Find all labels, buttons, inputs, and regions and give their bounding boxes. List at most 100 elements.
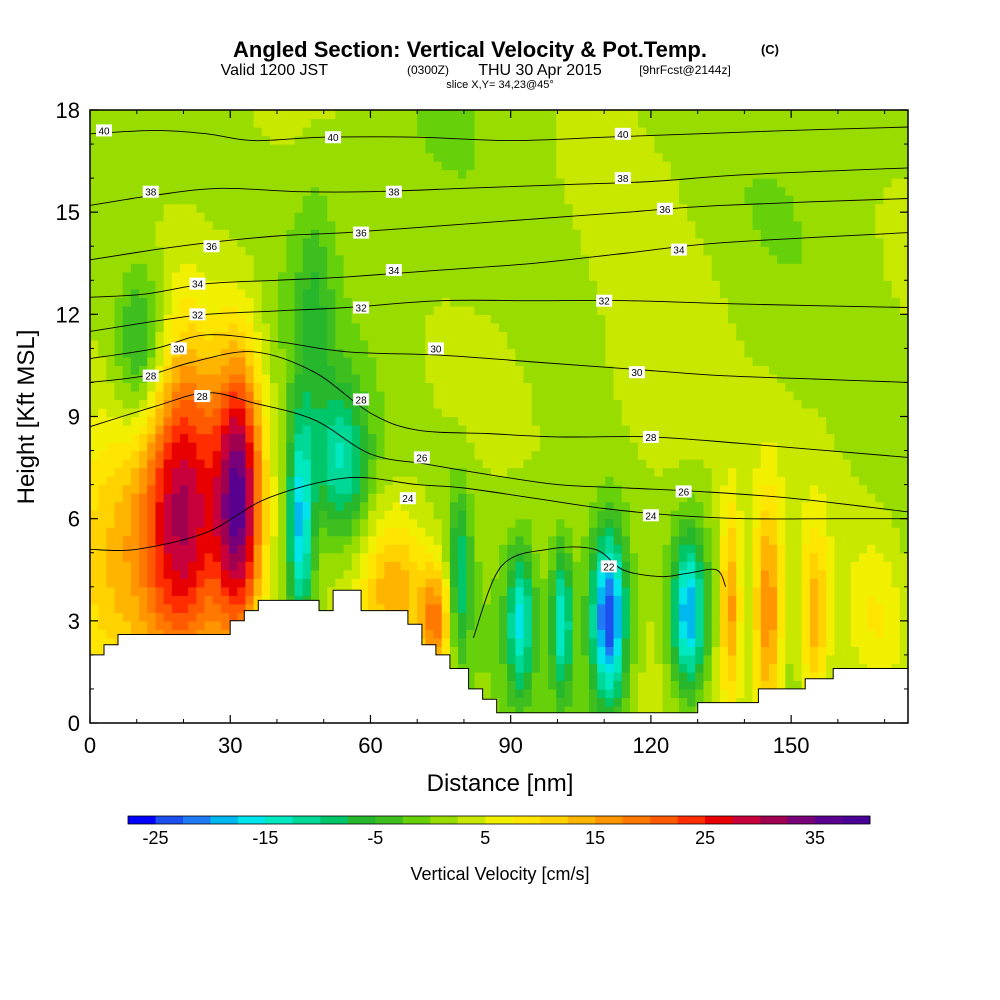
velocity-cell [899, 663, 908, 673]
velocity-cell [269, 390, 279, 401]
velocity-cell [171, 382, 181, 392]
velocity-cell [842, 416, 852, 426]
velocity-cell [711, 620, 721, 630]
velocity-cell [744, 688, 754, 699]
velocity-cell [548, 646, 557, 656]
velocity-cell [417, 535, 426, 545]
velocity-cell [809, 637, 819, 647]
velocity-cell [556, 373, 566, 384]
velocity-cell [400, 518, 410, 528]
velocity-cell [711, 527, 721, 537]
velocity-cell [261, 595, 271, 605]
velocity-cell [327, 484, 336, 494]
velocity-cell [678, 535, 688, 545]
velocity-cell [319, 484, 328, 494]
velocity-cell [531, 552, 541, 562]
velocity-cell [752, 433, 762, 443]
velocity-cell [687, 476, 696, 486]
velocity-cell [531, 382, 541, 392]
velocity-cell [98, 501, 107, 511]
velocity-cell [229, 535, 238, 545]
velocity-cell [809, 595, 819, 605]
velocity-cell [687, 297, 696, 307]
velocity-cell [899, 654, 908, 664]
velocity-cell [90, 467, 99, 477]
velocity-cell [294, 390, 304, 401]
velocity-cell [261, 314, 271, 324]
velocity-cell [269, 459, 279, 469]
velocity-cell [319, 331, 328, 341]
velocity-cell [752, 578, 762, 588]
velocity-cell [310, 297, 320, 307]
velocity-cell [572, 527, 582, 537]
velocity-cell [883, 331, 893, 341]
velocity-cell [155, 561, 165, 571]
velocity-cell [253, 578, 263, 588]
velocity-cell [179, 569, 189, 579]
velocity-cell [400, 510, 410, 520]
velocity-cell [858, 544, 868, 554]
velocity-cell [768, 586, 778, 596]
velocity-cell [245, 535, 255, 545]
velocity-cell [883, 629, 893, 639]
velocity-cell [269, 493, 279, 503]
velocity-cell [662, 425, 672, 435]
velocity-cell [580, 476, 590, 486]
velocity-cell [760, 297, 770, 307]
velocity-cell [220, 535, 230, 545]
velocity-cell [220, 450, 230, 460]
velocity-cell [728, 518, 737, 528]
velocity-cell [777, 518, 786, 528]
velocity-cell [588, 365, 598, 375]
velocity-cell [809, 535, 819, 545]
velocity-cell [220, 382, 230, 392]
velocity-cell [760, 637, 770, 647]
velocity-cell [556, 586, 566, 596]
velocity-cell [572, 305, 582, 315]
velocity-cell [302, 459, 312, 469]
velocity-cell [621, 510, 631, 520]
velocity-cell [245, 578, 255, 588]
velocity-cell [687, 416, 696, 426]
velocity-cell [736, 433, 745, 443]
velocity-cell [220, 569, 230, 579]
velocity-cell [703, 603, 713, 613]
velocity-cell [384, 527, 394, 537]
velocity-cell [449, 399, 459, 409]
velocity-cell [425, 620, 435, 630]
velocity-cell [662, 612, 672, 622]
velocity-cell [188, 484, 197, 494]
velocity-cell [826, 331, 835, 341]
velocity-cell [605, 442, 615, 452]
velocity-cell [310, 484, 320, 494]
velocity-cell [294, 544, 304, 554]
velocity-cell [883, 365, 893, 375]
velocity-cell [425, 578, 435, 588]
velocity-cell [875, 365, 885, 375]
velocity-cell [106, 416, 116, 426]
velocity-cell [621, 467, 631, 477]
velocity-cell [564, 561, 574, 571]
velocity-cell [343, 561, 353, 571]
velocity-cell [196, 467, 206, 477]
velocity-cell [278, 425, 287, 435]
velocity-cell [278, 356, 287, 367]
velocity-cell [539, 356, 549, 367]
velocity-cell [588, 442, 598, 452]
velocity-cell [572, 552, 582, 562]
velocity-cell [728, 314, 737, 324]
velocity-cell [335, 390, 345, 401]
velocity-cell [556, 493, 566, 503]
velocity-cell [621, 705, 631, 716]
velocity-cell [744, 331, 754, 341]
velocity-cell [523, 433, 533, 443]
velocity-cell [646, 697, 656, 707]
velocity-cell [809, 646, 819, 656]
velocity-cell [392, 527, 402, 537]
velocity-cell [548, 339, 557, 349]
forecast-label: [9hrFcst@2144z] [639, 63, 731, 77]
velocity-cell [179, 399, 189, 409]
velocity-cell [188, 331, 197, 341]
velocity-cell [785, 637, 795, 647]
velocity-cell [441, 373, 451, 384]
